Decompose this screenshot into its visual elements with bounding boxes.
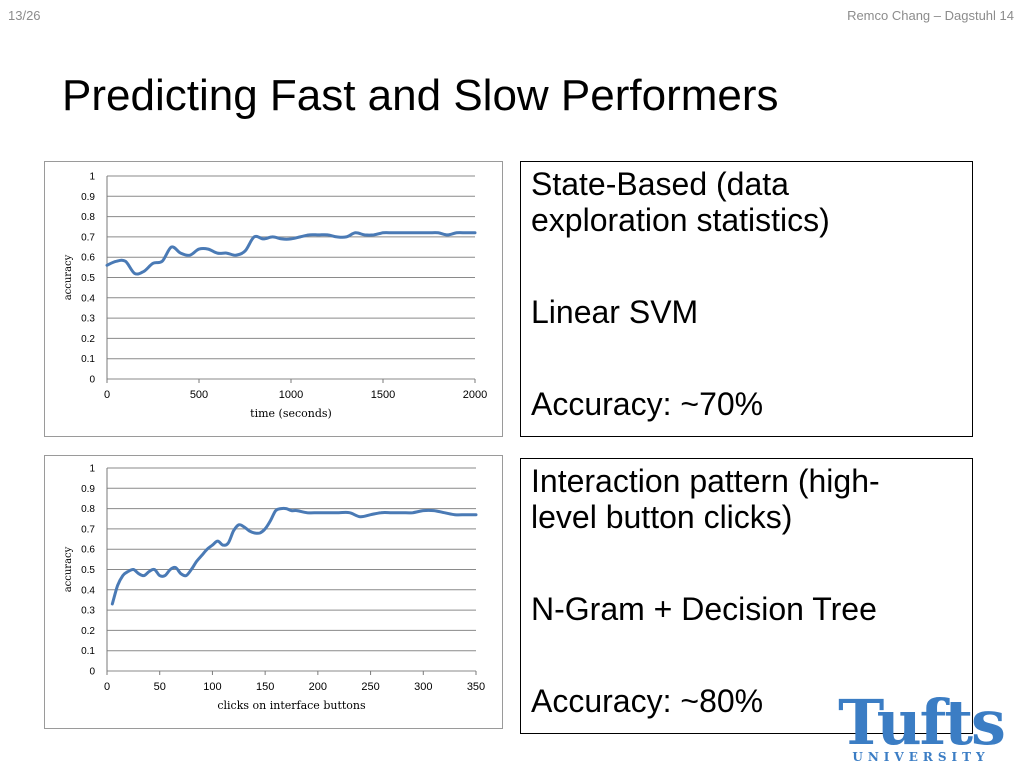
chart2-y-tick-label: 0.9 xyxy=(81,484,95,495)
logo-wordmark: Tufts xyxy=(838,686,1006,759)
chart1-x-tick-label: 1500 xyxy=(371,389,395,401)
chart2-y-tick-label: 0.7 xyxy=(81,524,95,535)
chart1-y-tick-label: 0 xyxy=(89,375,95,386)
chart1-y-tick-label: 0.4 xyxy=(81,293,95,304)
chart2-x-tick-label: 250 xyxy=(361,681,379,693)
box1-accuracy: Accuracy: ~70% xyxy=(531,386,764,422)
chart1-y-tick-label: 0.5 xyxy=(81,273,95,284)
chart2-series-line xyxy=(110,506,478,606)
chart2-y-tick-label: 1 xyxy=(89,464,95,475)
chart1-y-tick-label: 0.3 xyxy=(81,314,95,325)
slide-title: Predicting Fast and Slow Performers xyxy=(62,71,779,120)
clicks-accuracy-chart: 0 0.1 0.2 0.3 0.4 0.5 0.6 0.7 0.8 0.9 1 0 50 100 150 20… xyxy=(44,455,503,729)
chart2-x-tick-label: 100 xyxy=(203,681,221,693)
chart2-x-tick-label: 50 xyxy=(154,681,166,693)
chart2-y-tick-label: 0.1 xyxy=(81,646,95,657)
chart2-x-axis-title: clicks on interface buttons xyxy=(217,699,366,712)
chart2-x-tick-label: 200 xyxy=(309,681,327,693)
chart2-x-tick-label: 300 xyxy=(414,681,432,693)
logo-subtitle: UNIVERSITY xyxy=(852,750,990,764)
box2-line1: Interaction pattern (high- xyxy=(531,463,880,499)
chart1-series-line xyxy=(105,231,477,276)
time-accuracy-chart: 0 0.1 0.2 0.3 0.4 0.5 0.6 0.7 0.8 0.9 1 0 500 1000 150… xyxy=(44,161,503,437)
chart1-y-tick-label: 0.8 xyxy=(81,212,95,223)
chart2-y-tick-label: 0.3 xyxy=(81,606,95,617)
chart2-y-tick-label: 0.2 xyxy=(81,626,95,637)
chart2-y-tick-label: 0.8 xyxy=(81,504,95,515)
chart1-y-tick-label: 0.2 xyxy=(81,334,95,345)
interaction-pattern-summary-box: Interaction pattern (high- level button … xyxy=(520,458,973,734)
chart2-y-tick-label: 0.4 xyxy=(81,585,95,596)
clicks-accuracy-chart-svg: 0 0.1 0.2 0.3 0.4 0.5 0.6 0.7 0.8 0.9 1 0 50 100 150 20… xyxy=(63,464,485,713)
state-based-summary-box: State-Based (data exploration statistics… xyxy=(520,161,973,437)
chart1-y-tick-label: 0.9 xyxy=(81,192,95,203)
chart1-y-axis-title: accuracy xyxy=(63,254,74,300)
chart2-x-tick-label: 150 xyxy=(256,681,274,693)
chart2-x-tick-label: 0 xyxy=(104,681,110,693)
box2-accuracy: Accuracy: ~80% xyxy=(531,683,764,719)
chart2-y-tick-label: 0 xyxy=(89,667,95,678)
chart1-y-tick-label: 1 xyxy=(89,172,95,183)
chart1-x-tick-label: 0 xyxy=(104,389,110,401)
footer-author: Remco Chang – Dagstuhl 14 xyxy=(847,8,1014,23)
chart2-y-tick-label: 0.5 xyxy=(81,565,95,576)
chart2-y-axis-title: accuracy xyxy=(63,546,74,592)
box2-line2: level button clicks) xyxy=(531,499,793,535)
chart2-x-tick-label: 350 xyxy=(467,681,485,693)
chart1-y-tick-label: 0.1 xyxy=(81,354,95,365)
chart1-x-tick-label: 500 xyxy=(190,389,208,401)
slide-number: 13/26 xyxy=(8,8,41,23)
box1-line1: State-Based (data xyxy=(531,166,789,202)
chart1-y-tick-label: 0.7 xyxy=(81,232,95,243)
chart1-x-tick-label: 2000 xyxy=(463,389,487,401)
chart1-x-tick-label: 1000 xyxy=(279,389,303,401)
box2-method: N-Gram + Decision Tree xyxy=(531,591,877,627)
chart1-y-tick-label: 0.6 xyxy=(81,253,95,264)
chart1-x-axis-title: time (seconds) xyxy=(250,407,332,420)
box1-method: Linear SVM xyxy=(531,294,699,330)
chart2-y-tick-label: 0.6 xyxy=(81,545,95,556)
box1-line2: exploration statistics) xyxy=(531,202,830,238)
tufts-university-logo: Tufts UNIVERSITY xyxy=(838,686,1006,768)
time-accuracy-chart-svg: 0 0.1 0.2 0.3 0.4 0.5 0.6 0.7 0.8 0.9 1 0 500 1000 150… xyxy=(63,172,487,421)
